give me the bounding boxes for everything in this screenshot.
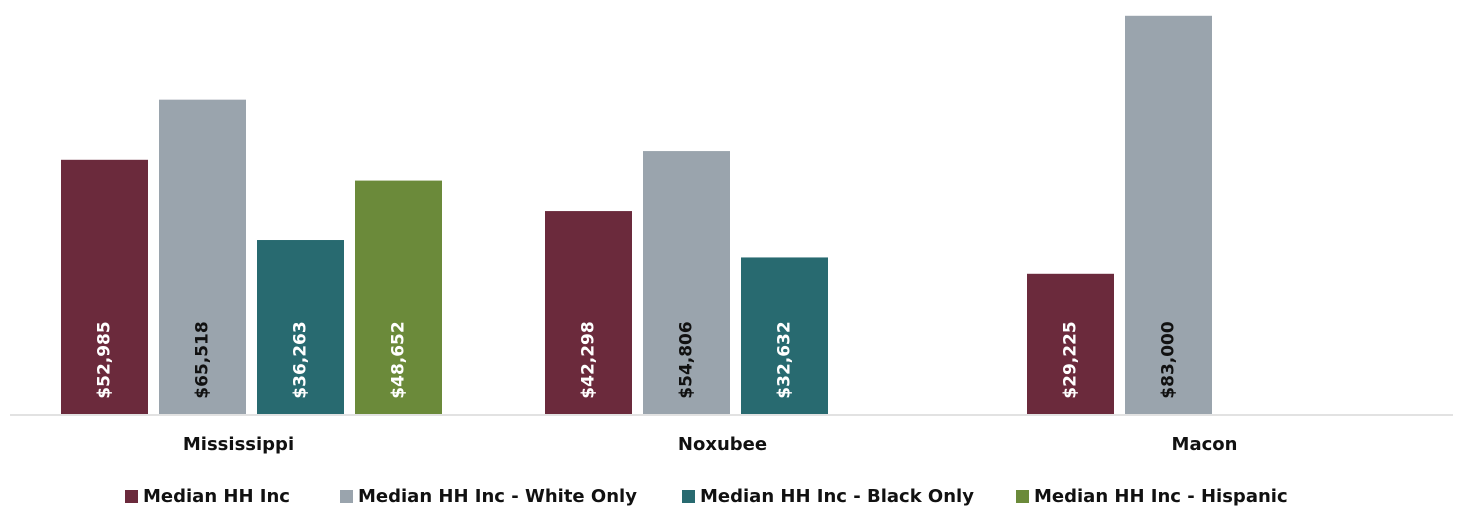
bar-mississippi-series-1 xyxy=(61,159,148,414)
category-label: Macon xyxy=(1172,434,1238,455)
data-label: $29,225 xyxy=(1061,321,1081,398)
bar-mississippi-series-2 xyxy=(159,99,246,415)
data-label: $65,518 xyxy=(193,321,213,398)
data-label: $32,632 xyxy=(775,321,795,398)
legend-label: Median HH Inc - White Only xyxy=(358,486,637,507)
category-label: Mississippi xyxy=(183,434,294,455)
bar-macon-series-1 xyxy=(1027,273,1114,414)
bar-noxubee-series-2 xyxy=(643,151,730,414)
legend-label: Median HH Inc - Hispanic xyxy=(1034,486,1288,507)
data-label: $36,263 xyxy=(291,321,311,398)
legend-swatch xyxy=(682,490,695,503)
data-label: $48,652 xyxy=(389,321,409,398)
data-label: $52,985 xyxy=(95,321,115,398)
data-label: $54,806 xyxy=(677,321,697,398)
data-label: $42,298 xyxy=(579,321,599,398)
legend-swatch xyxy=(1016,490,1029,503)
legend-label: Median HH Inc xyxy=(143,486,290,507)
bars-layer: $52,985 $65,518 $36,263 $48,652 $42,298 $54,8… xyxy=(61,15,1212,415)
legend-label: Median HH Inc - Black Only xyxy=(700,486,974,507)
legend-swatch xyxy=(340,490,353,503)
bar-noxubee-series-1 xyxy=(545,211,632,414)
bar-mississippi-series-4 xyxy=(355,180,442,414)
category-label: Noxubee xyxy=(678,434,767,455)
category-labels: Mississippi Noxubee Macon xyxy=(183,434,1238,455)
legend-swatch xyxy=(125,490,138,503)
bar-mississippi-series-3 xyxy=(257,240,344,414)
bar-noxubee-series-3 xyxy=(741,257,828,414)
bar-macon-series-2 xyxy=(1125,15,1212,415)
legend: Median HH Inc Median HH Inc - White Only M… xyxy=(125,486,1288,507)
data-label: $83,000 xyxy=(1159,321,1179,399)
